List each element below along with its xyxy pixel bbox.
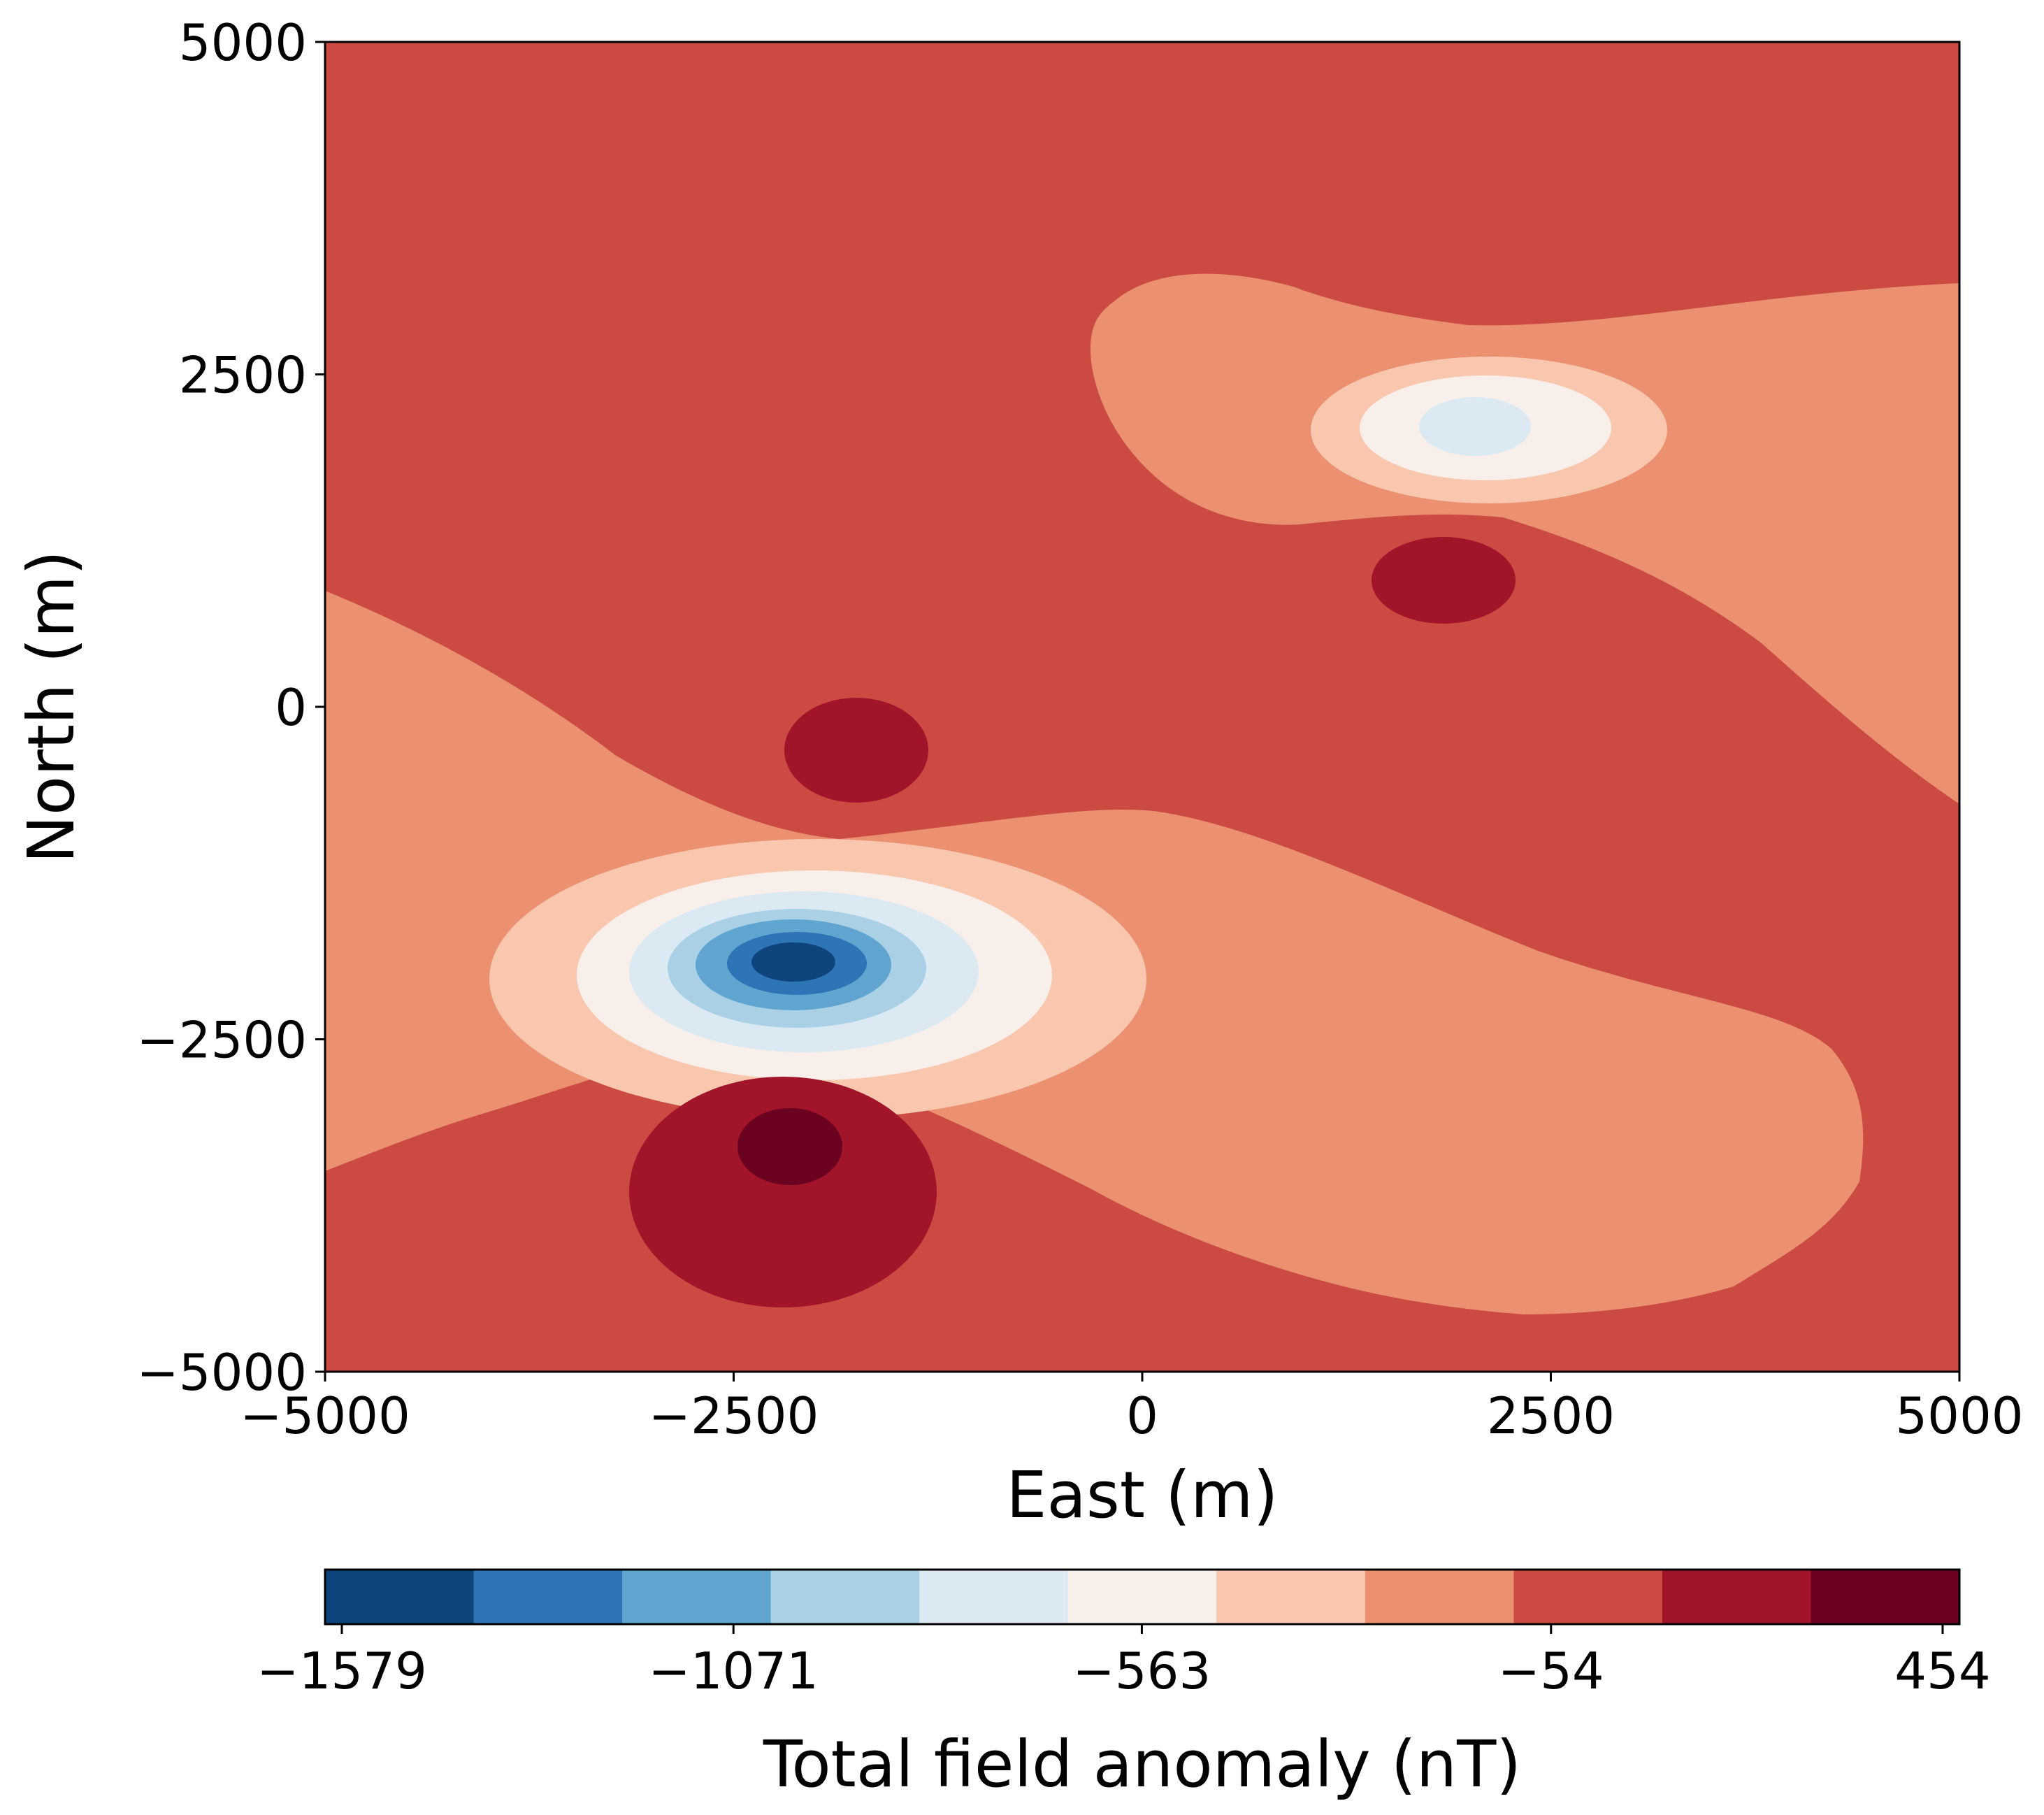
y-tick-label: −2500 xyxy=(136,1011,307,1070)
y-axis-label: North (m) xyxy=(14,550,89,863)
colorbar-segment xyxy=(325,1570,475,1624)
y-tick-label: 5000 xyxy=(179,13,307,72)
plot-area xyxy=(325,42,1959,1372)
y-axis: −5000 −2500 0 2500 5000 xyxy=(136,13,325,1402)
colorbar-tick-label: −1579 xyxy=(257,1642,427,1700)
colorbar-segment xyxy=(770,1570,920,1624)
contour-highA-l11 xyxy=(737,1108,842,1185)
contour-lowB-l5 xyxy=(1419,397,1531,456)
contour-highC-l10 xyxy=(784,698,928,803)
colorbar xyxy=(325,1570,1960,1624)
colorbar-segment xyxy=(1365,1570,1514,1624)
colorbar-segment xyxy=(1662,1570,1812,1624)
colorbar-label: Total field anomaly (nT) xyxy=(763,1727,1521,1802)
colorbar-segment xyxy=(473,1570,623,1624)
colorbar-segment xyxy=(919,1570,1069,1624)
colorbar-segment xyxy=(1513,1570,1663,1624)
colorbar-tick-label: −54 xyxy=(1498,1642,1604,1700)
colorbar-ticks: −1579 −1071 −563 −54 454 xyxy=(257,1624,1991,1700)
colorbar-segment xyxy=(1067,1570,1217,1624)
contour-region-upper-band xyxy=(1091,273,1959,804)
contour-highB-l10 xyxy=(1372,537,1516,624)
x-tick-label: 2500 xyxy=(1487,1386,1615,1445)
y-tick-label: −5000 xyxy=(136,1343,307,1402)
contour-lowA-l1 xyxy=(751,942,835,982)
y-tick-label: 2500 xyxy=(179,346,307,405)
colorbar-segment xyxy=(1811,1570,1960,1624)
x-tick-label: 5000 xyxy=(1895,1386,2023,1445)
colorbar-segment xyxy=(1216,1570,1366,1624)
x-tick-label: −5000 xyxy=(240,1386,410,1445)
x-tick-label: 0 xyxy=(1126,1386,1158,1445)
colorbar-tick-label: −563 xyxy=(1073,1642,1211,1700)
colorbar-tick-label: −1071 xyxy=(648,1642,819,1700)
x-axis-label: East (m) xyxy=(1006,1458,1278,1533)
colorbar-segment xyxy=(622,1570,772,1624)
x-axis: −5000 −2500 0 2500 5000 xyxy=(240,1372,2024,1445)
contour-highA-l10 xyxy=(629,1077,937,1307)
colorbar-tick-label: 454 xyxy=(1894,1642,1990,1700)
x-tick-label: −2500 xyxy=(649,1386,819,1445)
y-tick-label: 0 xyxy=(275,678,307,737)
colorbar-frame xyxy=(324,1568,1961,1626)
